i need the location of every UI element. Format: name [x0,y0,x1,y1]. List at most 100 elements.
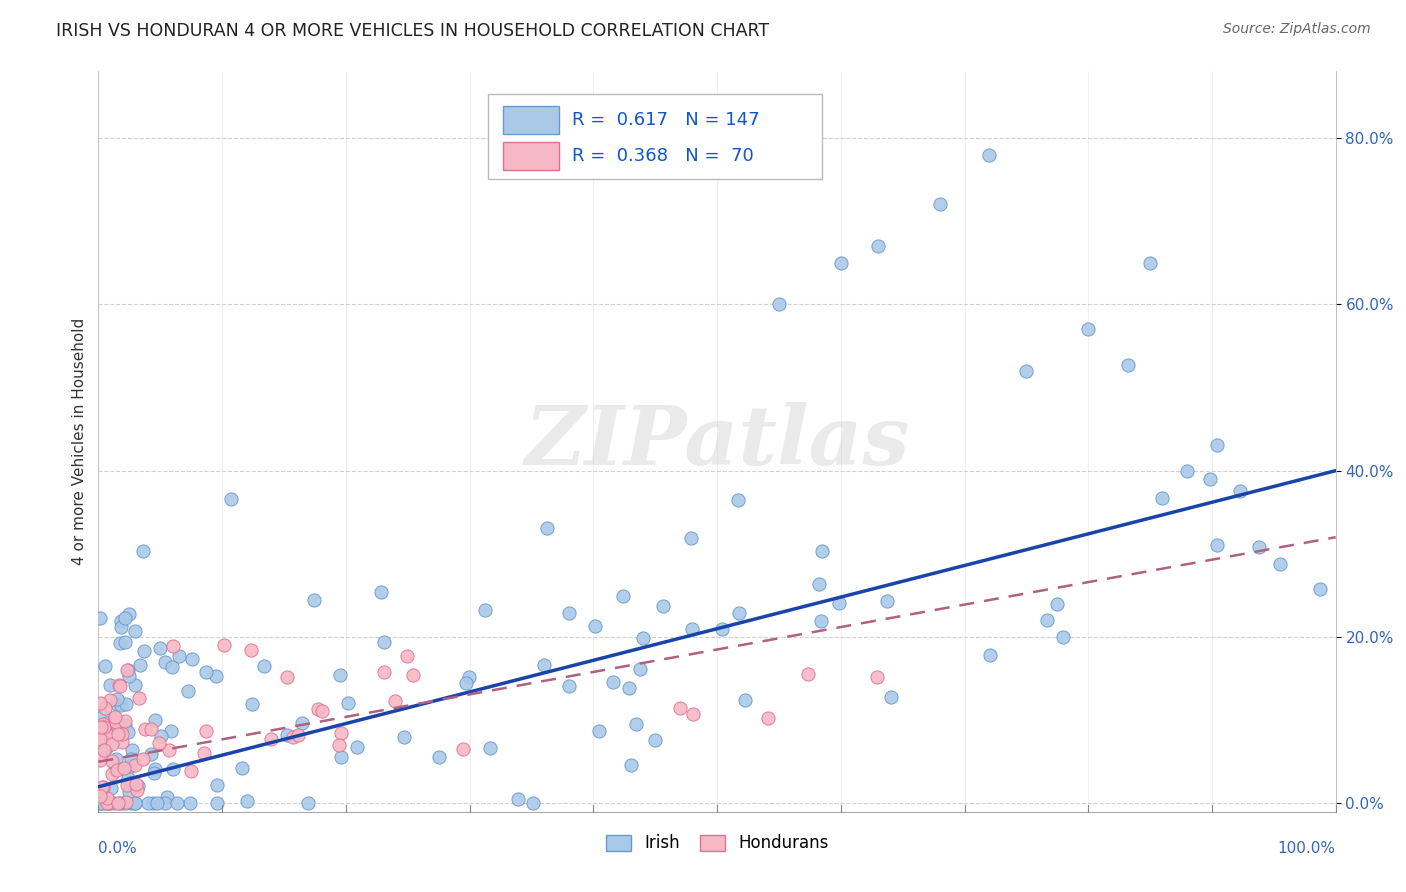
Point [195,724,218,739]
Point [94,701,117,715]
Point [756,710,779,724]
Point [143,762,166,776]
Point [107,727,129,741]
Point [242,697,264,711]
Point [110,680,132,694]
Point [124,797,146,811]
Point [142,797,165,811]
Point [451,742,474,756]
Point [866,239,889,253]
Point [100,727,122,741]
Point [143,713,166,727]
Point [711,622,734,636]
Point [231,760,253,774]
Point [396,648,419,663]
Point [120,752,142,766]
Point [810,614,832,628]
Bar [503,142,558,169]
Point [830,255,852,269]
Point [1139,255,1161,269]
Point [90,780,112,794]
Point [291,715,314,730]
Point [156,789,179,804]
Point [94,726,117,740]
Point [1205,538,1227,552]
Point [114,635,136,649]
Point [508,791,530,805]
Point [373,635,395,649]
Point [124,624,146,639]
Point [682,707,704,722]
Point [193,746,215,760]
Point [105,752,128,766]
Point [105,691,128,706]
Point [124,797,146,811]
Point [110,614,132,628]
Point [311,704,333,718]
Point [204,668,226,682]
Point [117,772,139,786]
Text: IRISH VS HONDURAN 4 OR MORE VEHICLES IN HOUSEHOLD CORRELATION CHART: IRISH VS HONDURAN 4 OR MORE VEHICLES IN … [56,22,769,40]
Point [807,576,830,591]
Point [454,676,477,690]
Point [162,639,184,653]
Point [114,698,136,712]
Point [96,797,118,811]
Point [98,693,121,707]
Point [253,658,276,673]
Point [1249,541,1271,555]
Point [93,743,115,757]
Point [329,726,352,740]
Point [166,797,188,811]
Point [1199,473,1222,487]
Point [346,739,368,754]
Point [302,592,325,607]
Point [458,670,481,684]
Point [219,491,242,506]
Point [94,741,117,756]
Text: 100.0%: 100.0% [1278,841,1336,855]
Point [259,731,281,746]
Point [101,754,124,768]
Point [148,736,170,750]
Point [979,147,1001,161]
Point [644,733,666,747]
Point [392,730,415,744]
Text: Source: ZipAtlas.com: Source: ZipAtlas.com [1223,22,1371,37]
Point [120,797,142,811]
Point [880,690,903,704]
Point [427,750,450,764]
Point [97,797,120,811]
Point [96,790,118,805]
Point [98,797,121,811]
Point [111,727,134,741]
Point [100,737,122,751]
Point [129,658,152,673]
Point [131,752,153,766]
Point [100,729,122,743]
Point [89,753,111,767]
Point [90,720,112,734]
Point [128,691,150,706]
Point [602,675,624,690]
Point [89,797,111,811]
Point [124,678,146,692]
Point [370,584,392,599]
Text: R =  0.368   N =  70: R = 0.368 N = 70 [572,147,754,165]
Point [195,665,218,680]
Point [330,750,353,764]
Point [1046,597,1069,611]
Point [336,696,359,710]
Point [89,731,111,745]
Point [631,631,654,645]
Point [1035,613,1057,627]
Point [98,678,121,692]
Point [558,679,581,693]
Point [160,723,183,738]
Point [160,659,183,673]
Point [107,797,129,811]
Point [107,761,129,775]
Point [103,797,125,811]
Point [114,611,136,625]
Point [866,670,889,684]
